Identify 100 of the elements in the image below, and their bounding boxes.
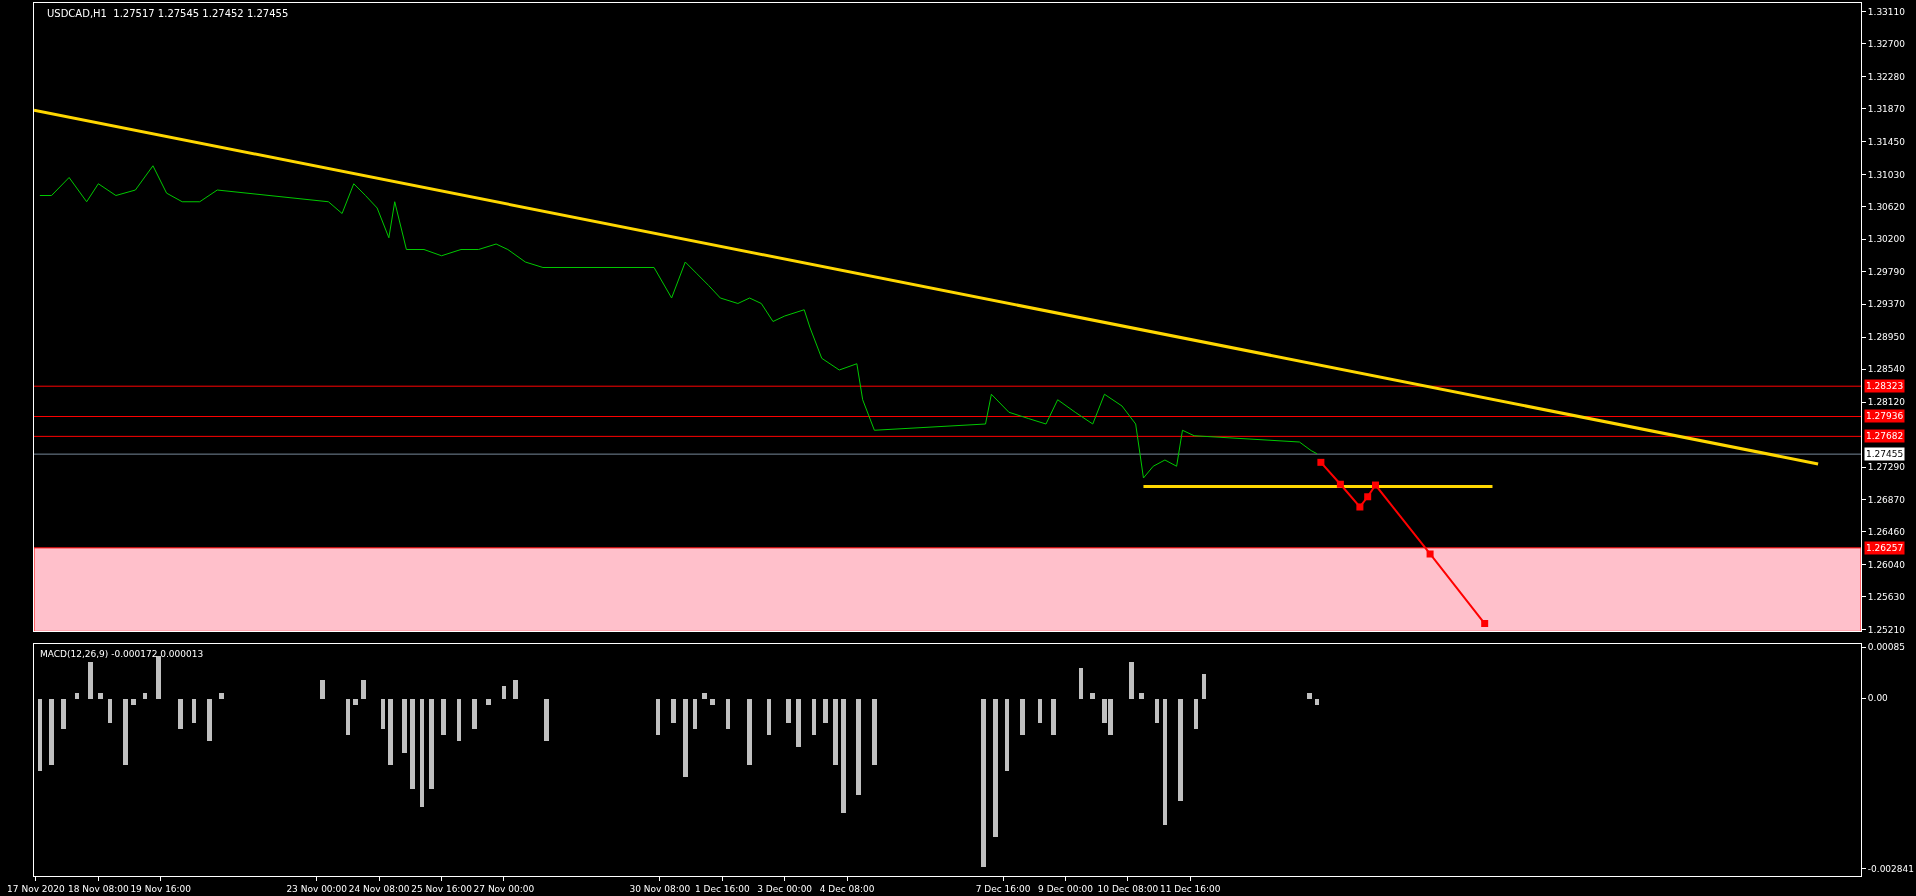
bar — [1178, 698, 1183, 801]
y-tick-label: 1.31450 — [1867, 136, 1906, 147]
bar — [1038, 698, 1042, 723]
x-tick-label: 7 Dec 16:00 — [975, 883, 1031, 894]
bar — [812, 698, 816, 735]
bar — [49, 698, 54, 765]
bar — [1129, 661, 1134, 699]
y-tick-label: 1.26460 — [1867, 527, 1906, 538]
bar — [429, 698, 434, 789]
y-tick-label: 1.25630 — [1867, 592, 1906, 603]
bar — [98, 692, 103, 699]
y-tick-label: 1.31030 — [1867, 169, 1906, 180]
bar — [346, 698, 350, 735]
y-tick-label: 0.00 — [1867, 693, 1889, 704]
bar — [1139, 692, 1144, 699]
bar — [1005, 698, 1009, 771]
bar — [823, 698, 828, 723]
band-label: 1.26257 — [1866, 543, 1904, 553]
bar — [1051, 698, 1056, 735]
x-tick-label: 19 Nov 16:00 — [130, 883, 192, 894]
bar — [1194, 698, 1198, 729]
bar — [671, 698, 676, 723]
bar — [75, 692, 79, 699]
point — [1336, 480, 1344, 488]
ref-line-label: 1.27682 — [1866, 431, 1904, 441]
y-tick-label: 1.33110 — [1867, 6, 1906, 17]
x-tick-label: 10 Dec 08:00 — [1097, 883, 1159, 894]
y-tick-label: 1.28950 — [1867, 332, 1906, 343]
x-tick-label: 1 Dec 16:00 — [694, 883, 750, 894]
x-tick-label: 3 Dec 00:00 — [757, 883, 813, 894]
y-tick-label: 1.27290 — [1867, 462, 1906, 473]
bar — [993, 698, 998, 837]
x-tick-label: 25 Nov 16:00 — [411, 883, 473, 894]
bar — [61, 698, 66, 729]
y-tick-label: 1.28540 — [1867, 364, 1906, 375]
point — [1371, 481, 1379, 489]
y-tick-label: 1.30620 — [1867, 201, 1906, 212]
bar — [841, 698, 846, 813]
x-tick-label: 23 Nov 00:00 — [286, 883, 348, 894]
line-series — [39, 165, 1318, 479]
y-tick-label: 0.00085 — [1867, 642, 1906, 653]
bar — [353, 698, 358, 705]
bar — [710, 698, 715, 705]
x-tick-label: 9 Dec 00:00 — [1038, 883, 1094, 894]
x-tick-label: 30 Nov 08:00 — [629, 883, 691, 894]
bar — [381, 698, 385, 729]
y-tick-label: 1.31870 — [1867, 103, 1906, 114]
annotation: MACD(12,26,9) -0.000172 0.000013 — [40, 649, 204, 659]
point — [1481, 620, 1489, 628]
bar — [207, 698, 212, 741]
x-tick-label: 24 Nov 08:00 — [348, 883, 410, 894]
text: USDCAD,H1 1.27517 1.27545 1.27452 1.27455 — [47, 8, 289, 19]
bar — [872, 698, 877, 765]
point — [1426, 550, 1434, 558]
x-tick-label: 27 Nov 00:00 — [473, 883, 535, 894]
y-tick-label: 1.26870 — [1867, 495, 1906, 506]
bar — [693, 698, 697, 729]
bar — [786, 698, 791, 723]
point — [1317, 458, 1325, 466]
bar — [457, 698, 461, 741]
bar — [683, 698, 688, 777]
bar — [1163, 698, 1167, 825]
bar — [1090, 692, 1095, 699]
x-tick-label: 4 Dec 08:00 — [819, 883, 875, 894]
y-tick-label: 1.32280 — [1867, 71, 1906, 82]
bar — [420, 698, 424, 807]
bar — [472, 698, 477, 729]
bar — [656, 698, 660, 735]
bar — [402, 698, 407, 753]
bar — [388, 698, 393, 765]
bar — [544, 698, 549, 741]
bar — [1155, 698, 1159, 723]
bar — [747, 698, 752, 765]
bar — [108, 698, 112, 723]
y-tick-label: 1.29370 — [1867, 299, 1906, 310]
y-tick-label: 1.29790 — [1867, 266, 1906, 277]
bar — [219, 692, 224, 699]
ref-line-label: 1.27936 — [1866, 411, 1904, 421]
bar — [1315, 698, 1319, 705]
bar — [1202, 673, 1206, 699]
bar — [1020, 698, 1025, 735]
bar — [767, 698, 771, 735]
ref-line-label: 1.27455 — [1866, 449, 1904, 459]
y-tick-label: 1.30200 — [1867, 234, 1906, 245]
bar — [361, 679, 366, 699]
bar — [486, 698, 491, 705]
bar — [441, 698, 446, 735]
bar — [1307, 692, 1312, 699]
bar — [131, 698, 136, 705]
bar — [796, 698, 801, 747]
bar — [502, 685, 506, 699]
bar — [833, 698, 838, 765]
ref-line-label: 1.28323 — [1866, 381, 1904, 391]
y-tick-label: 1.28120 — [1867, 397, 1906, 408]
y-tick-label: 1.26040 — [1867, 560, 1906, 570]
point — [1356, 503, 1364, 511]
bar — [38, 698, 42, 771]
y-tick-label: -0.002841 — [1867, 864, 1914, 874]
bar — [143, 692, 147, 699]
bar — [513, 679, 518, 699]
